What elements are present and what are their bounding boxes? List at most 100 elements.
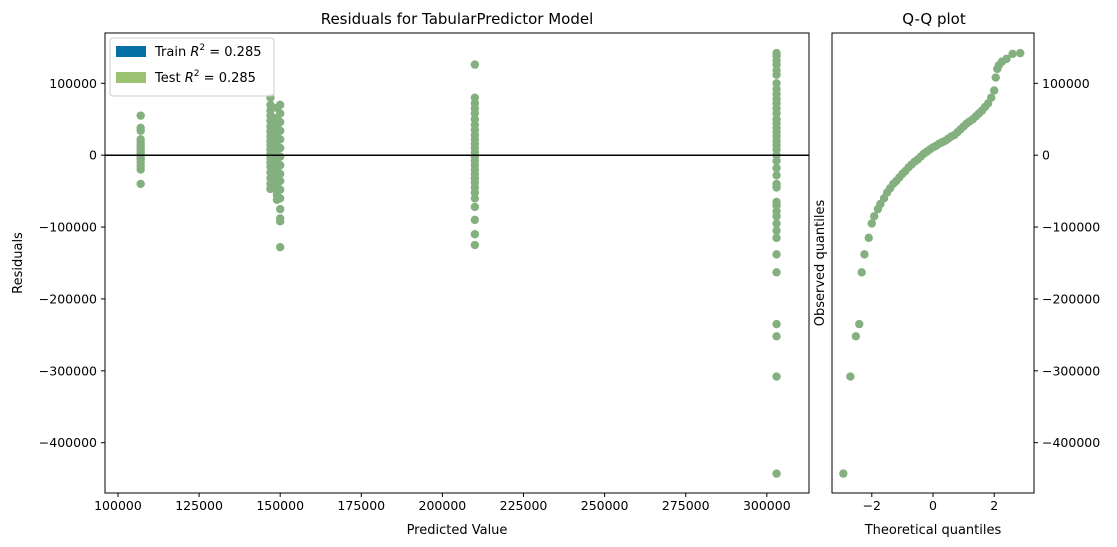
qq-points [839, 48, 1025, 478]
data-point [470, 93, 480, 102]
data-point [470, 115, 480, 124]
data-point [470, 109, 480, 118]
data-point [772, 201, 781, 210]
x-tick-label: 275000 [662, 498, 710, 513]
data-point [772, 212, 781, 221]
y-tick-label: −200000 [1042, 291, 1100, 306]
data-point [772, 109, 781, 118]
data-point [839, 469, 848, 478]
y-axis-label: Residuals [11, 232, 26, 294]
qq-x-axis-label: Theoretical quantiles [864, 523, 1002, 538]
data-point [772, 469, 781, 478]
data-point [846, 372, 855, 381]
data-point [266, 100, 275, 110]
x-tick-label: 0 [929, 498, 937, 513]
data-point [772, 171, 781, 180]
data-point [870, 212, 879, 221]
data-point [470, 215, 480, 225]
data-point [275, 169, 285, 179]
x-axis-ticks: 100000 125000 150000 175000 200000 225000 2500… [94, 493, 791, 513]
data-point [136, 165, 145, 174]
data-point [470, 240, 480, 250]
x-tick-label: 200000 [419, 498, 467, 513]
x-tick-label: 150000 [256, 498, 304, 513]
data-point [275, 176, 285, 186]
legend: Train R2 = 0.285 Test R2 = 0.285 [109, 37, 275, 97]
data-point [1008, 49, 1017, 59]
y-tick-label: −400000 [1042, 435, 1100, 450]
data-point [855, 319, 864, 329]
x-tick-label: 125000 [175, 498, 223, 513]
y-tick-label: −400000 [39, 435, 97, 450]
data-point [772, 183, 781, 192]
data-point [990, 86, 999, 95]
data-point [772, 163, 781, 173]
data-point [772, 60, 781, 69]
y-tick-label: −300000 [39, 363, 97, 378]
x-tick-label: 300000 [743, 498, 791, 513]
data-point [772, 250, 781, 259]
legend-label-test: Test R2 = 0.285 [154, 69, 256, 86]
y-tick-label: −300000 [1042, 363, 1100, 378]
data-point [857, 268, 866, 277]
data-point [772, 226, 781, 235]
data-point [860, 250, 869, 259]
data-point [275, 217, 285, 226]
data-point [991, 73, 1000, 82]
x-tick-label: 2 [990, 498, 998, 513]
data-point [275, 194, 285, 203]
residual-points [136, 48, 781, 478]
data-point [275, 143, 285, 153]
data-point [275, 135, 285, 144]
y-tick-label: −200000 [39, 291, 97, 306]
data-point [470, 60, 480, 69]
legend-swatch-test [116, 72, 146, 83]
y-tick-label: 0 [1042, 148, 1050, 163]
data-point [772, 268, 781, 277]
data-point [275, 100, 285, 110]
data-point [275, 152, 285, 161]
x-axis-label: Predicted Value [407, 523, 508, 538]
data-point [772, 219, 781, 228]
data-point [136, 179, 145, 189]
data-point [772, 145, 781, 154]
data-point [136, 111, 145, 120]
data-point [470, 230, 480, 239]
y-tick-label: 0 [89, 148, 97, 163]
data-point [275, 109, 285, 118]
x-tick-label: −2 [863, 498, 881, 513]
data-point [275, 117, 285, 127]
legend-box [109, 37, 275, 97]
data-point [275, 161, 285, 170]
data-point [275, 204, 285, 214]
qq-x-axis-ticks: −2 0 2 [863, 493, 998, 513]
qq-panel: Q-Q plot −2 0 2 100000 0 −100000 −200000 −3000… [813, 10, 1100, 538]
data-point [864, 233, 873, 243]
x-tick-label: 250000 [581, 498, 629, 513]
data-point [470, 188, 480, 197]
data-point [772, 233, 781, 243]
residuals-plot-frame [104, 32, 810, 494]
data-point [772, 156, 781, 166]
data-point [986, 93, 996, 102]
y-tick-label: 100000 [1042, 76, 1090, 91]
legend-label-train: Train R2 = 0.285 [154, 43, 262, 60]
qq-y-axis-ticks: 100000 0 −100000 −200000 −300000 −400000 [1034, 76, 1100, 450]
qq-plot-frame [831, 32, 1035, 494]
data-point [275, 242, 285, 252]
residuals-title: Residuals for TabularPredictor Model [321, 10, 594, 28]
y-tick-label: −100000 [1042, 220, 1100, 235]
data-point [136, 126, 145, 135]
data-point [851, 332, 861, 341]
data-point [772, 319, 781, 329]
residuals-panel: Residuals for TabularPredictor Model 100… [11, 10, 810, 538]
data-point [275, 126, 285, 135]
data-point [772, 372, 781, 381]
data-point [470, 202, 480, 212]
x-tick-label: 175000 [337, 498, 385, 513]
data-point [772, 79, 781, 88]
legend-swatch-train [116, 46, 146, 57]
y-tick-label: 100000 [49, 76, 97, 91]
data-point [867, 219, 876, 228]
